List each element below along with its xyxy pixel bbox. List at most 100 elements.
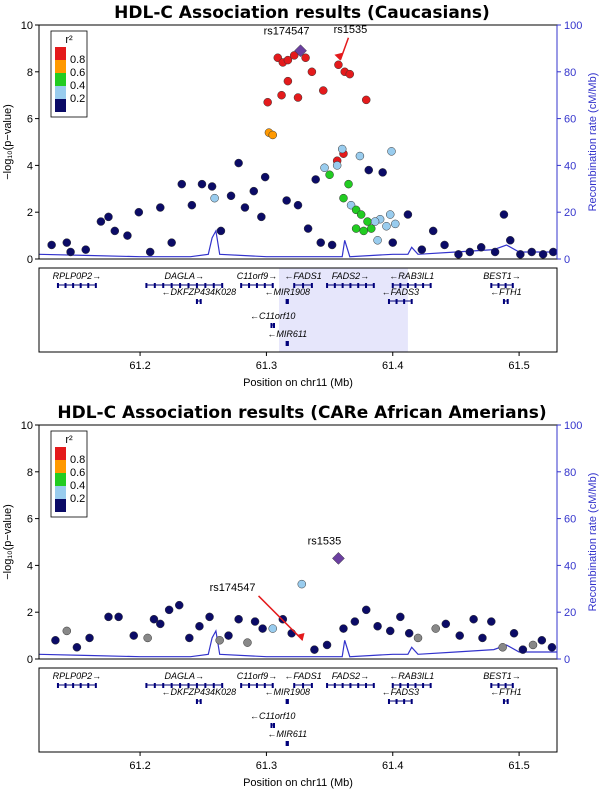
- gene-exon: [56, 683, 59, 688]
- y-tick-label: 2: [27, 607, 33, 619]
- gene-exon: [422, 283, 425, 288]
- lead-snp-marker: [332, 552, 345, 565]
- gene-exon: [263, 683, 266, 688]
- gene-exon: [357, 683, 360, 688]
- snp-point: [537, 636, 547, 645]
- gene-exon: [285, 699, 288, 704]
- snp-point: [339, 193, 348, 203]
- snp-point: [297, 579, 307, 589]
- gene-exon: [490, 283, 493, 288]
- gene-exon: [326, 683, 329, 688]
- gene-strand-arrow: ←: [162, 687, 171, 697]
- snp-point: [293, 93, 303, 102]
- gene-exon: [285, 741, 288, 746]
- y-tick-label: 0: [27, 254, 33, 266]
- gene-exon: [506, 699, 509, 704]
- snp-point: [373, 621, 382, 631]
- gene-exon: [302, 283, 305, 288]
- gene-exon: [403, 299, 406, 304]
- gene-strand-arrow: ←: [490, 687, 499, 697]
- gene-exon: [395, 699, 398, 704]
- gene-exon: [179, 283, 182, 288]
- gene-label: RPLP0P2→: [53, 271, 102, 281]
- gene-exon: [357, 283, 360, 288]
- gene-exon: [349, 683, 352, 688]
- snp-point: [210, 193, 219, 203]
- gene-exon: [399, 683, 402, 688]
- snp-point: [72, 643, 82, 652]
- y-tick-label: 4: [27, 160, 33, 172]
- snp-point: [547, 643, 557, 652]
- y-axis-label: −log₁₀(p−value): [2, 504, 14, 580]
- gene-exon: [199, 299, 202, 304]
- gene-exon: [403, 699, 406, 704]
- gene-strand-arrow: ←: [389, 271, 398, 281]
- snp-point: [85, 633, 94, 643]
- gene-exon: [310, 683, 313, 688]
- gene-exon: [490, 683, 493, 688]
- gene-exon: [504, 283, 507, 288]
- snp-point: [66, 247, 75, 257]
- y2-tick-label: 0: [564, 654, 570, 666]
- gene-exon: [270, 723, 273, 728]
- gene-strand-arrow: ←: [490, 287, 499, 297]
- y2-tick-label: 80: [564, 467, 576, 479]
- legend-swatch: [55, 60, 66, 73]
- gene-exon: [79, 683, 82, 688]
- gene-exon: [286, 699, 289, 704]
- snp-point: [391, 219, 400, 229]
- snp-point: [337, 144, 347, 154]
- gene-strand-arrow: ←: [284, 271, 293, 281]
- snp-point: [404, 629, 414, 638]
- y-tick-label: 2: [27, 207, 33, 219]
- gene-label: ←DKFZP434K028: [162, 687, 237, 697]
- snp-point: [301, 53, 310, 63]
- legend-swatch: [55, 99, 66, 112]
- gene-exon: [195, 683, 198, 688]
- x-tick-label: 61.3: [256, 760, 277, 772]
- y2-axis-label: Recombination rate (cM/Mb): [587, 73, 599, 212]
- legend-title: r²: [65, 34, 73, 46]
- snp-point: [257, 212, 266, 222]
- legend-label: 0.6: [70, 467, 85, 479]
- gene-name: MIR611: [276, 329, 307, 339]
- legend-swatch: [55, 499, 66, 512]
- gene-exon: [199, 699, 202, 704]
- legend-swatch: [55, 486, 66, 499]
- gene-exon: [187, 683, 190, 688]
- snp-point: [327, 240, 337, 250]
- snp-point: [506, 236, 515, 245]
- x-tick-label: 61.4: [382, 760, 403, 772]
- gene-strand-arrow: →: [360, 271, 369, 281]
- x-axis-label: Position on chr11 (Mb): [243, 777, 353, 789]
- snp-point: [51, 636, 60, 645]
- gene-exon: [395, 299, 398, 304]
- snp-point: [258, 624, 267, 633]
- gene-exon: [414, 283, 417, 288]
- gene-strand-arrow: →: [512, 671, 521, 681]
- snp-point: [454, 250, 463, 259]
- snp-point: [364, 165, 374, 175]
- snp-point: [413, 633, 423, 643]
- gene-exon: [263, 283, 266, 288]
- snp-point: [240, 203, 250, 212]
- chart-title: HDL-C Association results (CARe African …: [57, 403, 546, 423]
- snp-point: [509, 629, 519, 638]
- snp-point: [431, 624, 440, 633]
- snp-point: [62, 626, 72, 636]
- gene-label: C11orf9→: [237, 271, 277, 281]
- y-tick-label: 4: [27, 560, 33, 572]
- snp-point: [234, 158, 243, 168]
- recombination-rate-line: [38, 229, 557, 258]
- snp-point: [370, 217, 380, 226]
- gene-label: ←RAB3IL1: [389, 671, 434, 681]
- gene-exon: [391, 683, 394, 688]
- snp-point: [441, 619, 451, 629]
- snp-point: [243, 638, 252, 647]
- gene-name: C11orf10: [259, 311, 295, 321]
- gene-exon: [410, 699, 413, 704]
- gene-name: C11orf9: [237, 271, 268, 281]
- gene-exon: [286, 741, 289, 746]
- gene-label: ←FTH1: [490, 287, 521, 297]
- gene-name: DAGLA: [165, 671, 196, 681]
